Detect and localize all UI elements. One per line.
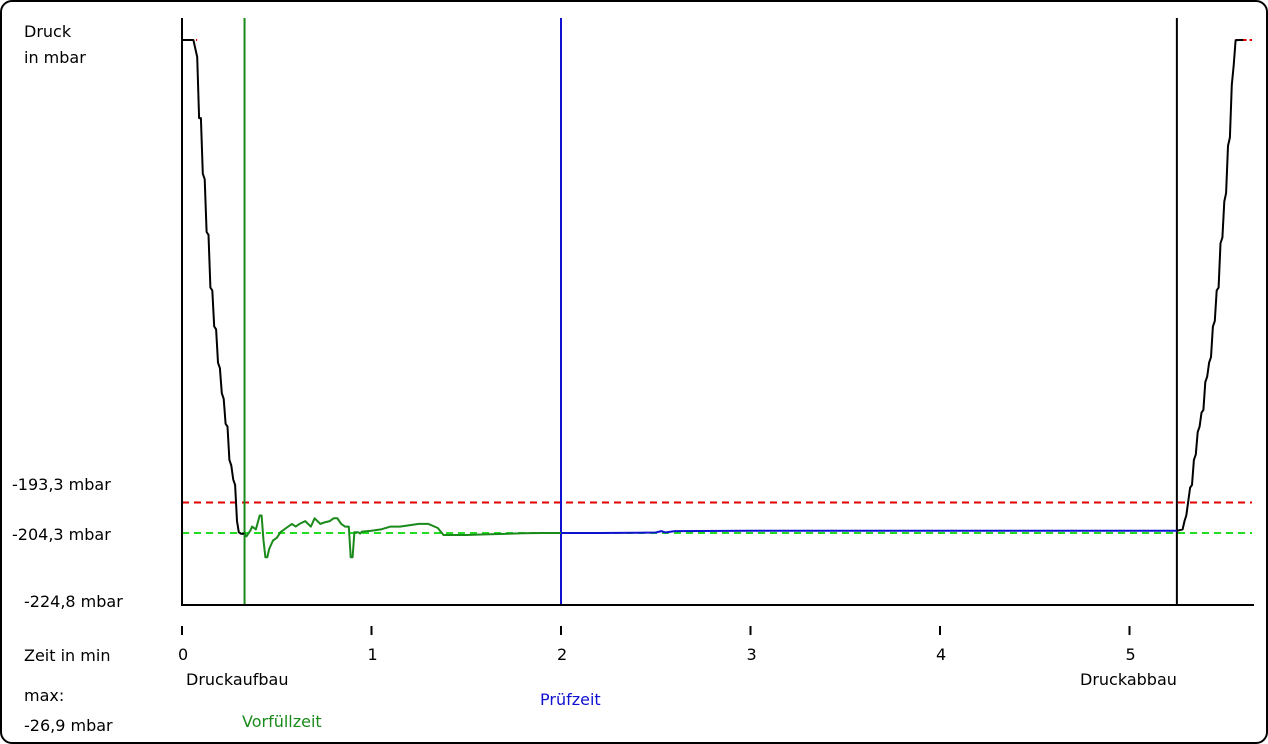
phase-label-pruefzeit: Prüfzeit xyxy=(540,690,601,709)
x-tick-label: 3 xyxy=(747,645,757,664)
y-tick-label-lower: -204,3 mbar xyxy=(12,525,111,544)
phase-label-vorfuellzeit: Vorfüllzeit xyxy=(242,712,322,731)
max-value: -26,9 mbar xyxy=(24,716,113,735)
y-axis-label-line2: in mbar xyxy=(24,48,86,67)
x-ticks: 0 1 2 3 4 5 xyxy=(178,626,1136,664)
y-tick-label-upper: -193,3 mbar xyxy=(12,475,111,494)
x-tick-label: 0 xyxy=(178,645,188,664)
y-tick-label-min: -224,8 mbar xyxy=(24,592,123,611)
x-tick-label: 5 xyxy=(1126,645,1136,664)
max-label: max: xyxy=(24,686,65,705)
x-tick-label: 1 xyxy=(368,645,378,664)
x-axis-label: Zeit in min xyxy=(24,646,111,665)
pressure-series-4 xyxy=(1176,39,1244,532)
series-lines xyxy=(182,39,1244,559)
phase-label-druckaufbau: Druckaufbau xyxy=(186,670,289,689)
axes xyxy=(181,18,1254,606)
pressure-series-1 xyxy=(182,39,245,535)
limit-lines xyxy=(182,39,1252,535)
phase-lines xyxy=(243,18,1178,605)
x-tick-label: 4 xyxy=(936,645,946,664)
x-tick-label: 2 xyxy=(557,645,567,664)
y-axis-label-line1: Druck xyxy=(24,22,72,41)
pressure-series-3 xyxy=(561,529,1177,534)
phase-label-druckabbau: Druckabbau xyxy=(1080,670,1177,689)
pressure-series-2 xyxy=(243,514,561,559)
